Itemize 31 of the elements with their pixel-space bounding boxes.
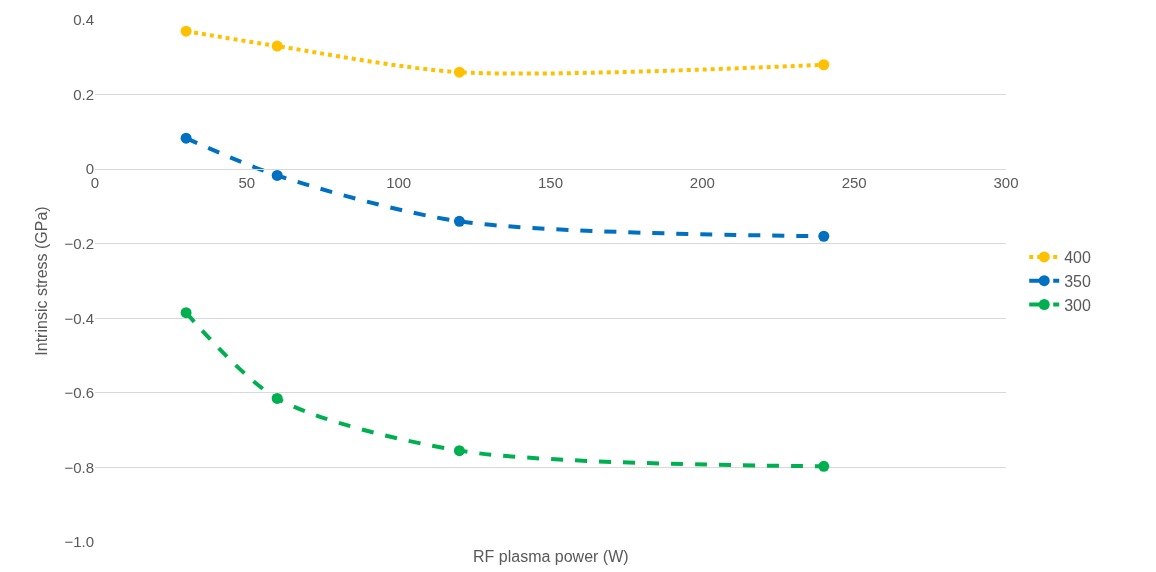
y-axis-title: Intrinsic stress (GPa) bbox=[33, 206, 51, 356]
point bbox=[180, 307, 192, 319]
y-tick-label: −0.6 bbox=[64, 384, 94, 402]
x-tick-label: 150 bbox=[537, 174, 564, 192]
legend-label: 400 bbox=[1064, 249, 1092, 267]
point bbox=[453, 215, 465, 227]
y-tick-label: −0.2 bbox=[64, 234, 94, 252]
y-tick-label: 0.4 bbox=[73, 11, 94, 29]
point bbox=[818, 59, 830, 71]
x-axis-title: RF plasma power (W) bbox=[473, 548, 629, 565]
y-tick-label: 0.2 bbox=[73, 85, 94, 103]
point bbox=[818, 230, 830, 242]
y-tick-label: −0.4 bbox=[64, 309, 94, 327]
point bbox=[180, 25, 192, 37]
legend-label: 300 bbox=[1064, 296, 1092, 314]
x-tick-label: 200 bbox=[689, 174, 715, 192]
point bbox=[453, 445, 465, 457]
point bbox=[818, 460, 830, 472]
y-tick-label: 0 bbox=[85, 160, 94, 178]
y-tick-label: −1.0 bbox=[64, 533, 94, 551]
point bbox=[271, 40, 283, 52]
y-tick-label: −0.8 bbox=[64, 458, 94, 476]
point bbox=[180, 132, 192, 144]
x-tick-label: 250 bbox=[841, 174, 867, 192]
point bbox=[453, 66, 465, 78]
point bbox=[271, 392, 283, 404]
x-tick-label: 100 bbox=[386, 174, 412, 192]
point bbox=[271, 169, 283, 181]
x-tick-label: 300 bbox=[993, 174, 1019, 192]
x-tick-label: 50 bbox=[238, 174, 256, 192]
legend-label: 350 bbox=[1064, 272, 1092, 290]
